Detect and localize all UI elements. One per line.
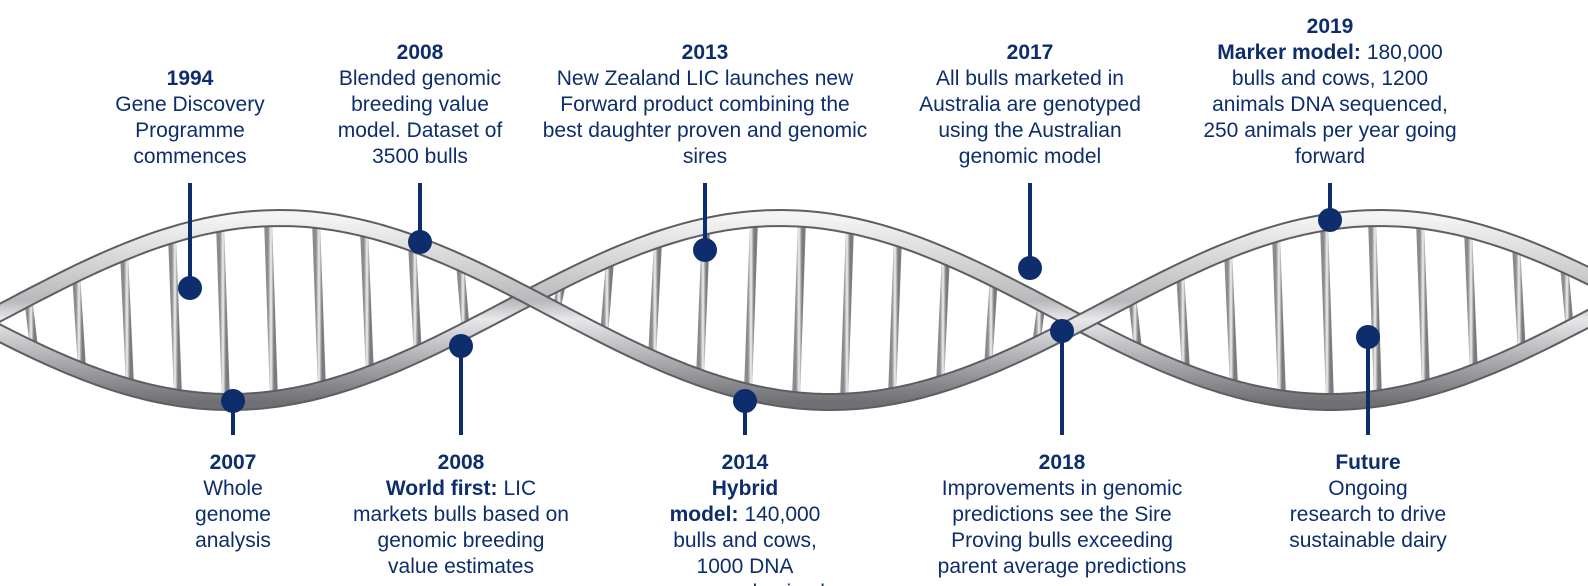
event-text: Ongoing research to drive sustainable da… (1289, 477, 1447, 552)
helix-rung (1372, 218, 1378, 399)
event-year: 2018 (920, 450, 1205, 476)
helix-rung (1276, 234, 1282, 398)
helix-rung (1324, 223, 1330, 402)
pin-dot (1318, 208, 1342, 232)
pin-dot (733, 389, 757, 413)
helix-rung (652, 242, 658, 359)
helix-rung (172, 235, 178, 397)
helix-rung (988, 276, 994, 367)
event-year: 2014 (650, 450, 840, 476)
event-text: Blended genomic breeding value model. Da… (338, 67, 503, 168)
helix-rung (940, 254, 946, 385)
helix-rung (892, 236, 898, 396)
event-lead: World first: (386, 477, 498, 500)
pin-dot (1050, 319, 1074, 343)
event-text: Improvements in genomic predictions see … (938, 477, 1187, 578)
event-text: All bulls marketed in Australia are geno… (919, 67, 1141, 168)
event-body: Whole genome analysis (188, 476, 278, 554)
helix-rung (604, 261, 610, 336)
helix-rung (364, 228, 370, 376)
helix-rung (1516, 244, 1522, 354)
event-text: Whole genome analysis (195, 477, 271, 552)
helix-rung (76, 274, 82, 369)
event-body: World first:LIC markets bulls based on g… (352, 476, 570, 580)
helix-rung (748, 220, 754, 393)
helix-rung (316, 220, 322, 391)
helix-rung (1180, 272, 1186, 370)
pin-dot (449, 334, 473, 358)
pin-dot (408, 230, 432, 254)
helix-rung (796, 218, 802, 400)
event-body: Ongoing research to drive sustainable da… (1288, 476, 1448, 554)
helix-rung (1468, 229, 1474, 374)
pin-dot (221, 389, 245, 413)
event-body: Improvements in genomic predictions see … (920, 476, 1205, 580)
pin-dot (1356, 325, 1380, 349)
pin-dot (178, 276, 202, 300)
event-body: Blended genomic breeding value model. Da… (328, 66, 513, 170)
event-body: New Zealand LIC launches new Forward pro… (543, 66, 868, 170)
timeline: 1994Gene Discovery Programme commences 20… (0, 0, 1588, 586)
event-year: 2008 (352, 450, 570, 476)
helix-rung (1228, 251, 1234, 387)
event-text: New Zealand LIC launches new Forward pro… (543, 67, 868, 168)
helix-rung (220, 223, 226, 401)
event-year: 2013 (543, 40, 868, 66)
event-text: Gene Discovery Programme commences (115, 93, 264, 168)
event-body: Marker model:180,000 bulls and cows, 120… (1203, 40, 1458, 170)
event-body: Hybrid model:140,000 bulls and cows, 100… (650, 476, 840, 586)
event-body: Gene Discovery Programme commences (105, 92, 275, 170)
pin-dot (1018, 256, 1042, 280)
event-body: All bulls marketed in Australia are geno… (903, 66, 1158, 170)
pin-dot (693, 238, 717, 262)
event-year: 2007 (188, 450, 278, 476)
event-year: 2008 (328, 40, 513, 66)
event-year: 2019 (1203, 14, 1458, 40)
helix-rung (844, 224, 850, 402)
event-year: Future (1288, 450, 1448, 476)
event-lead: Marker model: (1217, 41, 1361, 64)
helix-rung (268, 218, 274, 400)
helix-rung (124, 252, 130, 385)
event-year: 1994 (105, 66, 275, 92)
event-year: 2017 (903, 40, 1158, 66)
helix-rung (412, 243, 418, 357)
helix-rung (1420, 220, 1426, 390)
